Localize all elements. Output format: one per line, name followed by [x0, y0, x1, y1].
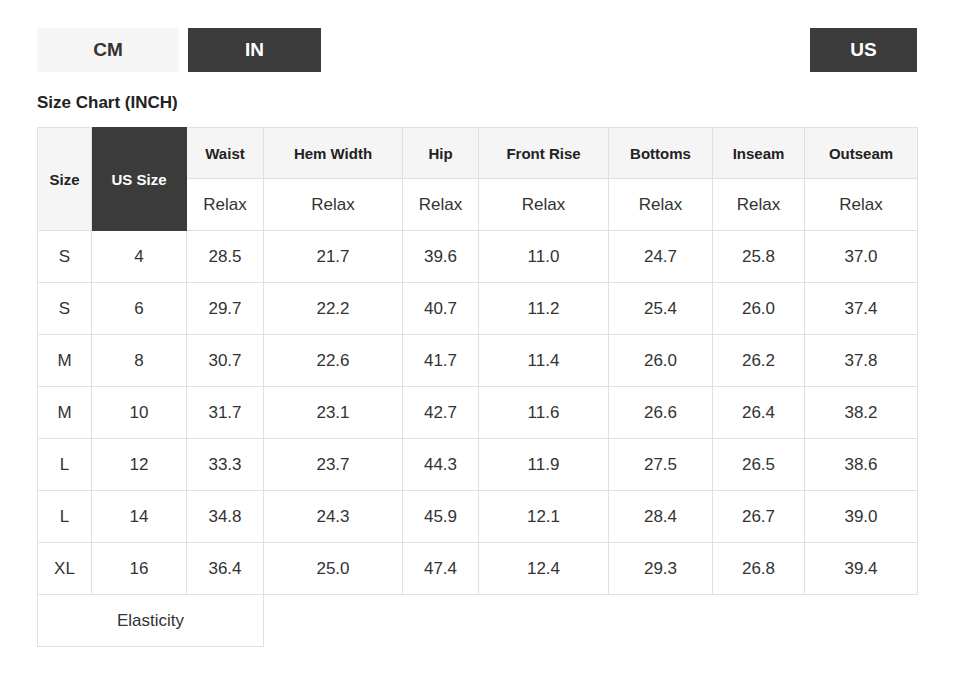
size-column-header: Size: [38, 128, 92, 231]
value-cell: 22.6: [264, 335, 403, 387]
column-header-waist: Waist: [187, 128, 264, 179]
value-cell: 40.7: [403, 283, 479, 335]
table-row: S629.722.240.711.225.426.037.4: [38, 283, 918, 335]
value-cell: 39.0: [805, 491, 918, 543]
column-header-front-rise: Front Rise: [479, 128, 609, 179]
value-cell: 47.4: [403, 543, 479, 595]
value-cell: 11.6: [479, 387, 609, 439]
fit-cell: Relax: [609, 179, 713, 231]
page-title: Size Chart (INCH): [37, 93, 917, 113]
size-cell: L: [38, 491, 92, 543]
value-cell: 37.0: [805, 231, 918, 283]
value-cell: 28.4: [609, 491, 713, 543]
table-row: L1233.323.744.311.927.526.538.6: [38, 439, 918, 491]
column-header-hip: Hip: [403, 128, 479, 179]
value-cell: 39.4: [805, 543, 918, 595]
value-cell: 38.6: [805, 439, 918, 491]
fit-cell: Relax: [713, 179, 805, 231]
us-size-cell: 16: [92, 543, 187, 595]
value-cell: 23.7: [264, 439, 403, 491]
value-cell: 26.7: [713, 491, 805, 543]
value-cell: 31.7: [187, 387, 264, 439]
value-cell: 11.9: [479, 439, 609, 491]
us-size-cell: 10: [92, 387, 187, 439]
table-row: XL1636.425.047.412.429.326.839.4: [38, 543, 918, 595]
elasticity-empty-cell: [264, 595, 918, 647]
value-cell: 29.7: [187, 283, 264, 335]
column-header-hem-width: Hem Width: [264, 128, 403, 179]
us-size-cell: 14: [92, 491, 187, 543]
us-size-cell: 8: [92, 335, 187, 387]
unit-toolbar: CM IN US: [37, 28, 917, 72]
value-cell: 29.3: [609, 543, 713, 595]
value-cell: 44.3: [403, 439, 479, 491]
size-cell: S: [38, 231, 92, 283]
in-toggle-button[interactable]: IN: [188, 28, 321, 72]
column-header-bottoms: Bottoms: [609, 128, 713, 179]
value-cell: 38.2: [805, 387, 918, 439]
us-size-column-header: US Size: [92, 128, 187, 231]
value-cell: 45.9: [403, 491, 479, 543]
column-header-outseam: Outseam: [805, 128, 918, 179]
elasticity-label-cell: Elasticity: [38, 595, 264, 647]
value-cell: 26.2: [713, 335, 805, 387]
value-cell: 25.8: [713, 231, 805, 283]
fit-cell: Relax: [479, 179, 609, 231]
value-cell: 22.2: [264, 283, 403, 335]
size-cell: XL: [38, 543, 92, 595]
elasticity-row: Elasticity: [38, 595, 918, 647]
us-toggle-button[interactable]: US: [810, 28, 917, 72]
value-cell: 26.4: [713, 387, 805, 439]
value-cell: 28.5: [187, 231, 264, 283]
size-cell: M: [38, 387, 92, 439]
value-cell: 41.7: [403, 335, 479, 387]
us-size-cell: 12: [92, 439, 187, 491]
value-cell: 12.1: [479, 491, 609, 543]
cm-toggle-button[interactable]: CM: [37, 28, 179, 72]
fit-cell: Relax: [805, 179, 918, 231]
value-cell: 23.1: [264, 387, 403, 439]
table-row: S428.521.739.611.024.725.837.0: [38, 231, 918, 283]
value-cell: 30.7: [187, 335, 264, 387]
value-cell: 36.4: [187, 543, 264, 595]
size-cell: L: [38, 439, 92, 491]
value-cell: 21.7: [264, 231, 403, 283]
value-cell: 39.6: [403, 231, 479, 283]
value-cell: 34.8: [187, 491, 264, 543]
size-chart-table: Size US Size WaistHem WidthHipFront Rise…: [37, 127, 918, 647]
fit-cell: Relax: [264, 179, 403, 231]
fit-cell: Relax: [187, 179, 264, 231]
value-cell: 26.8: [713, 543, 805, 595]
value-cell: 11.4: [479, 335, 609, 387]
value-cell: 42.7: [403, 387, 479, 439]
value-cell: 11.2: [479, 283, 609, 335]
fit-cell: Relax: [403, 179, 479, 231]
us-size-cell: 4: [92, 231, 187, 283]
value-cell: 25.0: [264, 543, 403, 595]
us-size-cell: 6: [92, 283, 187, 335]
value-cell: 37.8: [805, 335, 918, 387]
value-cell: 24.3: [264, 491, 403, 543]
value-cell: 11.0: [479, 231, 609, 283]
value-cell: 26.5: [713, 439, 805, 491]
value-cell: 26.6: [609, 387, 713, 439]
value-cell: 24.7: [609, 231, 713, 283]
size-cell: M: [38, 335, 92, 387]
value-cell: 25.4: [609, 283, 713, 335]
value-cell: 27.5: [609, 439, 713, 491]
table-row: M830.722.641.711.426.026.237.8: [38, 335, 918, 387]
value-cell: 37.4: [805, 283, 918, 335]
value-cell: 26.0: [609, 335, 713, 387]
size-cell: S: [38, 283, 92, 335]
value-cell: 33.3: [187, 439, 264, 491]
table-row: M1031.723.142.711.626.626.438.2: [38, 387, 918, 439]
value-cell: 26.0: [713, 283, 805, 335]
value-cell: 12.4: [479, 543, 609, 595]
column-header-inseam: Inseam: [713, 128, 805, 179]
table-row: L1434.824.345.912.128.426.739.0: [38, 491, 918, 543]
